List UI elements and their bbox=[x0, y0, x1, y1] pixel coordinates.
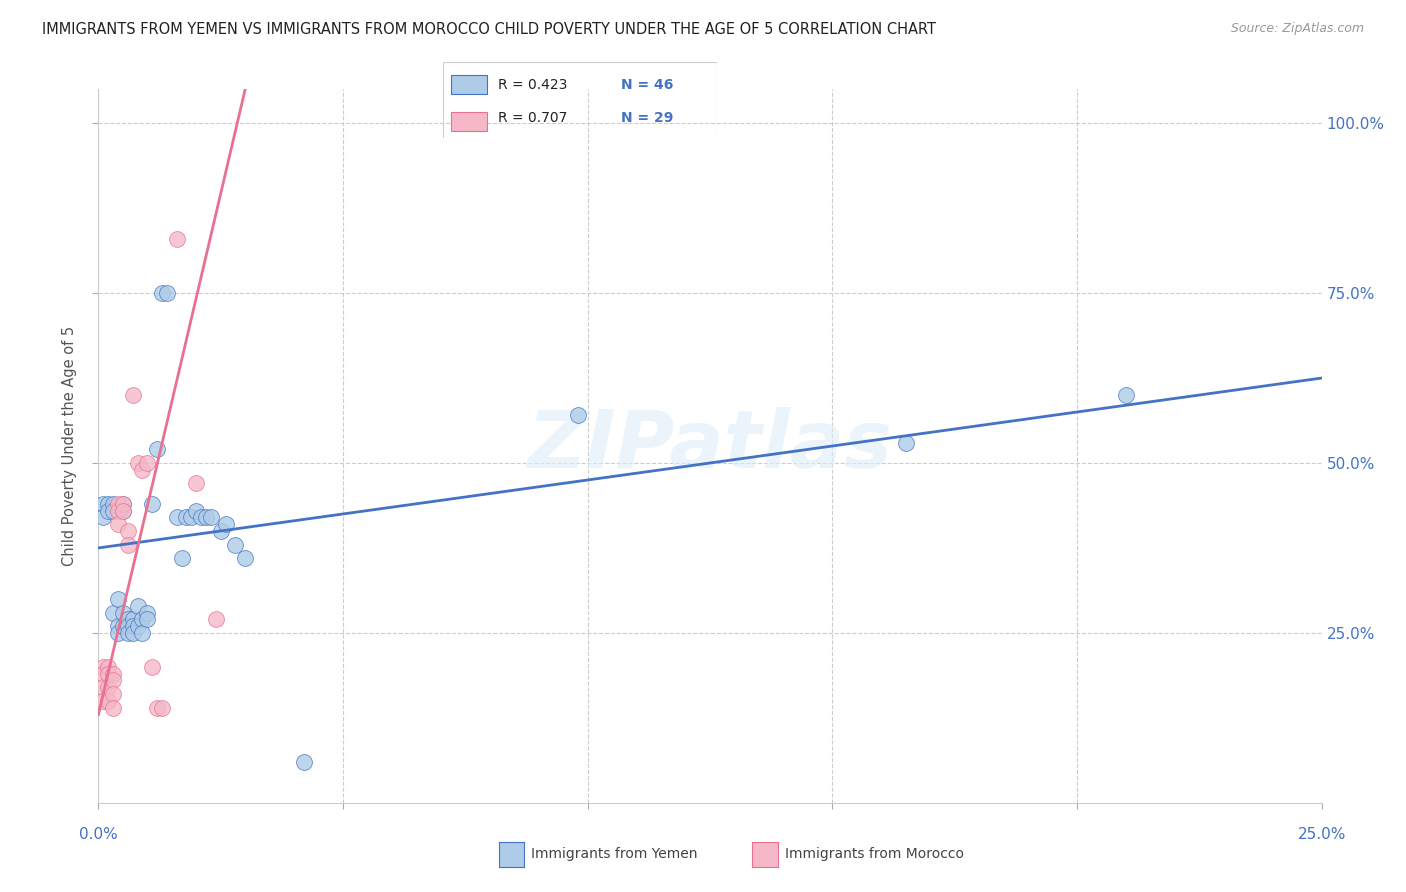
Text: Immigrants from Morocco: Immigrants from Morocco bbox=[785, 847, 963, 861]
Text: IMMIGRANTS FROM YEMEN VS IMMIGRANTS FROM MOROCCO CHILD POVERTY UNDER THE AGE OF : IMMIGRANTS FROM YEMEN VS IMMIGRANTS FROM… bbox=[42, 22, 936, 37]
Point bbox=[180, 510, 202, 524]
Point bbox=[205, 612, 228, 626]
Point bbox=[117, 537, 139, 551]
Point bbox=[111, 606, 134, 620]
Point bbox=[136, 456, 159, 470]
Point bbox=[101, 673, 124, 688]
Text: N = 46: N = 46 bbox=[621, 78, 673, 92]
Point bbox=[166, 232, 188, 246]
Point bbox=[101, 700, 124, 714]
Text: R = 0.707: R = 0.707 bbox=[498, 111, 567, 125]
Point bbox=[111, 503, 134, 517]
Point bbox=[101, 606, 124, 620]
Point bbox=[107, 497, 129, 511]
Point bbox=[146, 700, 169, 714]
Point bbox=[97, 497, 120, 511]
Point bbox=[97, 694, 120, 708]
Point bbox=[567, 409, 589, 423]
Bar bbox=[451, 75, 486, 95]
Point bbox=[170, 551, 193, 566]
Bar bbox=[451, 112, 486, 130]
Point bbox=[107, 591, 129, 606]
Point bbox=[136, 612, 159, 626]
Point bbox=[224, 537, 246, 551]
Point bbox=[117, 612, 139, 626]
Point bbox=[97, 503, 120, 517]
Text: Source: ZipAtlas.com: Source: ZipAtlas.com bbox=[1230, 22, 1364, 36]
Point bbox=[121, 619, 143, 633]
Point bbox=[131, 463, 153, 477]
Point bbox=[141, 497, 163, 511]
Point bbox=[117, 524, 139, 538]
Point bbox=[292, 755, 315, 769]
Point bbox=[136, 606, 159, 620]
Point bbox=[166, 510, 188, 524]
Point bbox=[214, 517, 236, 532]
Point bbox=[209, 524, 232, 538]
Point bbox=[101, 497, 124, 511]
Point bbox=[156, 286, 179, 301]
Point bbox=[894, 435, 917, 450]
Point bbox=[121, 612, 143, 626]
Point bbox=[111, 497, 134, 511]
Point bbox=[195, 510, 218, 524]
Text: ZIPatlas: ZIPatlas bbox=[527, 407, 893, 485]
Point bbox=[97, 666, 120, 681]
Text: N = 29: N = 29 bbox=[621, 111, 673, 125]
Point bbox=[91, 660, 114, 674]
Point bbox=[101, 687, 124, 701]
Point bbox=[1115, 388, 1137, 402]
Text: 0.0%: 0.0% bbox=[79, 827, 118, 841]
Point bbox=[121, 626, 143, 640]
Point bbox=[97, 660, 120, 674]
Point bbox=[101, 503, 124, 517]
Point bbox=[141, 660, 163, 674]
Point bbox=[146, 442, 169, 457]
Point bbox=[127, 456, 149, 470]
Text: 25.0%: 25.0% bbox=[1298, 827, 1346, 841]
Point bbox=[107, 517, 129, 532]
Point bbox=[186, 503, 208, 517]
Point bbox=[127, 619, 149, 633]
Point bbox=[111, 497, 134, 511]
Point bbox=[107, 619, 129, 633]
Point bbox=[91, 666, 114, 681]
Point bbox=[131, 612, 153, 626]
Point bbox=[91, 497, 114, 511]
Point bbox=[101, 666, 124, 681]
Point bbox=[150, 286, 173, 301]
Point bbox=[127, 599, 149, 613]
Point bbox=[200, 510, 222, 524]
Point bbox=[97, 680, 120, 694]
Point bbox=[107, 503, 129, 517]
Point bbox=[176, 510, 198, 524]
Point bbox=[150, 700, 173, 714]
Point bbox=[91, 694, 114, 708]
Text: Immigrants from Yemen: Immigrants from Yemen bbox=[531, 847, 697, 861]
Point bbox=[121, 388, 143, 402]
Point bbox=[91, 510, 114, 524]
Y-axis label: Child Poverty Under the Age of 5: Child Poverty Under the Age of 5 bbox=[62, 326, 77, 566]
Point bbox=[107, 626, 129, 640]
Point bbox=[233, 551, 256, 566]
Point bbox=[91, 680, 114, 694]
Point bbox=[117, 626, 139, 640]
Point bbox=[117, 619, 139, 633]
Point bbox=[131, 626, 153, 640]
Text: R = 0.423: R = 0.423 bbox=[498, 78, 567, 92]
Point bbox=[190, 510, 212, 524]
Point bbox=[111, 619, 134, 633]
Point bbox=[111, 503, 134, 517]
Point bbox=[186, 476, 208, 491]
